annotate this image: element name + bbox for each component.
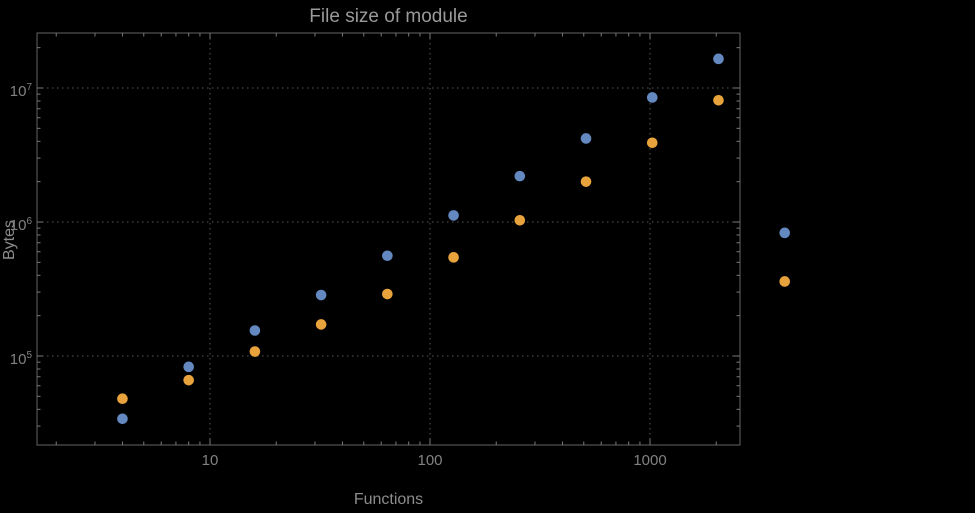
y-tick-label: 107 bbox=[0, 78, 32, 100]
data-point-series-1 bbox=[514, 170, 526, 182]
data-point-series-1 bbox=[713, 53, 724, 65]
data-point-series-1 bbox=[646, 92, 658, 103]
x-axis-label: Functions bbox=[353, 491, 424, 508]
y-tick-label: 105 bbox=[0, 346, 32, 368]
x-tick-label: 1000 bbox=[633, 452, 667, 469]
y-tick-base: 10 bbox=[9, 217, 27, 234]
data-point-series-1 bbox=[448, 210, 459, 221]
y-tick-exponent: 6 bbox=[26, 216, 32, 227]
y-tick-base: 10 bbox=[9, 351, 27, 368]
data-point-series-2 bbox=[713, 94, 724, 106]
data-point-series-1 bbox=[315, 289, 327, 301]
data-point-series-2 bbox=[249, 346, 261, 357]
data-point-series-1 bbox=[779, 227, 791, 239]
data-point-series-1 bbox=[580, 133, 592, 144]
y-tick-exponent: 7 bbox=[26, 82, 32, 93]
y-tick-label: 106 bbox=[0, 212, 32, 234]
x-tick-label: 100 bbox=[417, 452, 443, 469]
data-point-series-2 bbox=[382, 288, 393, 300]
chart-title: File size of module bbox=[309, 6, 468, 27]
data-point-series-2 bbox=[580, 176, 592, 187]
data-point-series-2 bbox=[448, 252, 459, 263]
data-point-series-2 bbox=[514, 214, 526, 226]
data-point-series-2 bbox=[117, 393, 128, 405]
data-point-series-1 bbox=[249, 325, 261, 336]
data-point-series-1 bbox=[382, 250, 393, 262]
y-tick-base: 10 bbox=[9, 83, 27, 100]
data-point-series-1 bbox=[183, 361, 194, 373]
y-tick-exponent: 5 bbox=[26, 350, 32, 361]
data-point-series-1 bbox=[117, 413, 128, 425]
plot-frame bbox=[36, 32, 741, 446]
data-point-series-2 bbox=[183, 374, 194, 386]
data-point-series-2 bbox=[779, 276, 791, 287]
y-axis-label: Bytes bbox=[1, 220, 18, 261]
data-point-series-2 bbox=[315, 319, 327, 330]
data-point-series-2 bbox=[646, 137, 658, 149]
x-tick-label: 10 bbox=[201, 452, 219, 469]
